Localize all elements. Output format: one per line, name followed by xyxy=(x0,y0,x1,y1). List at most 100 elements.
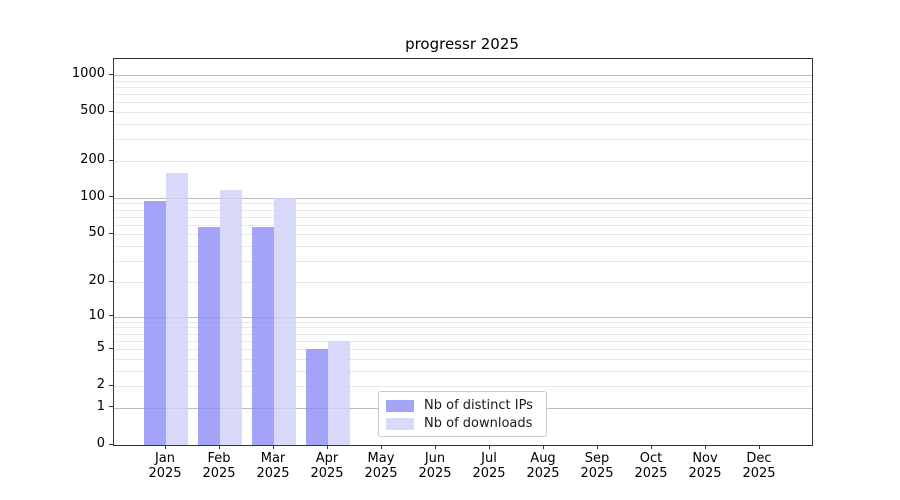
gridline-minor-900 xyxy=(114,80,812,82)
x-tick-label-dec: Dec 2025 xyxy=(727,451,791,481)
x-tick-label-oct: Oct 2025 xyxy=(619,451,683,481)
bar-distinct-ips-jan xyxy=(144,200,166,445)
y-tick-mark-100 xyxy=(109,196,113,198)
y-tick-label-10: 10 xyxy=(88,307,105,323)
x-tick-year: 2025 xyxy=(364,466,398,481)
gridline-major-10 xyxy=(114,316,812,318)
x-tick-mark-dec xyxy=(758,445,760,449)
x-tick-label-may: May 2025 xyxy=(349,451,413,481)
legend-item-distinct-ips: Nb of distinct IPs xyxy=(386,397,537,414)
gridline-minor-4 xyxy=(114,358,812,360)
x-tick-month: Mar xyxy=(260,451,286,466)
x-tick-month: Feb xyxy=(207,451,231,466)
x-tick-label-mar: Mar 2025 xyxy=(241,451,305,481)
legend-swatch-distinct-ips xyxy=(386,399,414,412)
x-tick-month: Sep xyxy=(584,451,610,466)
y-tick-label-200: 200 xyxy=(80,152,105,167)
x-tick-mark-oct xyxy=(650,445,652,449)
x-tick-year: 2025 xyxy=(526,466,560,481)
bar-downloads-mar xyxy=(274,197,296,445)
x-tick-year: 2025 xyxy=(310,466,344,481)
x-tick-label-feb: Feb 2025 xyxy=(187,451,251,481)
x-tick-month: Jul xyxy=(481,451,497,466)
legend-item-downloads: Nb of downloads xyxy=(386,415,537,432)
gridline-minor-2 xyxy=(114,386,812,388)
gridline-minor-50 xyxy=(114,234,812,236)
x-tick-label-sep: Sep 2025 xyxy=(565,451,629,481)
x-tick-mark-sep xyxy=(596,445,598,449)
y-tick-mark-1000 xyxy=(109,73,113,75)
y-tick-mark-5 xyxy=(109,347,113,349)
y-tick-label-100: 100 xyxy=(80,188,105,204)
gridline-minor-800 xyxy=(114,87,812,88)
gridline-minor-500 xyxy=(114,112,812,114)
x-tick-year: 2025 xyxy=(256,466,290,481)
x-tick-month: Nov xyxy=(692,451,718,466)
x-tick-label-jul: Jul 2025 xyxy=(457,451,521,481)
x-tick-month: Jun xyxy=(424,451,446,466)
plot-area xyxy=(113,58,813,446)
bar-downloads-jan xyxy=(166,172,188,445)
x-tick-mark-jan xyxy=(164,445,166,449)
x-tick-label-apr: Apr 2025 xyxy=(295,451,359,481)
gridline-minor-8 xyxy=(114,327,812,329)
x-tick-mark-may xyxy=(380,445,382,449)
x-tick-year: 2025 xyxy=(688,466,722,481)
y-tick-mark-200 xyxy=(109,159,113,161)
x-tick-label-nov: Nov 2025 xyxy=(673,451,737,481)
gridline-minor-700 xyxy=(114,94,812,96)
chart-title: progressr 2025 xyxy=(405,35,519,53)
x-tick-mark-jul xyxy=(488,445,490,449)
x-tick-year: 2025 xyxy=(202,466,236,481)
y-tick-label-1000: 1000 xyxy=(71,66,105,81)
x-tick-mark-apr xyxy=(326,445,328,449)
x-tick-year: 2025 xyxy=(418,466,452,481)
gridline-minor-90 xyxy=(114,203,812,205)
x-tick-mark-aug xyxy=(542,445,544,449)
x-tick-month: Jan xyxy=(154,451,176,466)
y-tick-label-500: 500 xyxy=(80,103,105,119)
y-tick-mark-10 xyxy=(109,315,113,317)
x-tick-label-jan: Jan 2025 xyxy=(133,451,197,481)
gridline-minor-70 xyxy=(114,216,812,218)
legend-label-downloads: Nb of downloads xyxy=(424,416,533,431)
x-tick-year: 2025 xyxy=(148,466,182,481)
y-tick-label-5: 5 xyxy=(96,340,105,355)
y-tick-mark-500 xyxy=(109,110,113,112)
x-tick-year: 2025 xyxy=(742,466,776,481)
gridline-major-100 xyxy=(114,197,812,199)
gridline-minor-600 xyxy=(114,102,812,104)
x-tick-month: Oct xyxy=(639,451,663,466)
bar-distinct-ips-feb xyxy=(198,226,220,445)
x-tick-mark-nov xyxy=(704,445,706,449)
gridline-minor-300 xyxy=(114,139,812,141)
gridline-minor-5 xyxy=(114,349,812,350)
x-tick-month: Apr xyxy=(315,451,339,466)
y-tick-label-20: 20 xyxy=(88,273,105,288)
y-tick-mark-2 xyxy=(109,384,113,386)
gridline-minor-400 xyxy=(114,124,812,125)
y-tick-mark-0 xyxy=(109,443,113,445)
bar-downloads-apr xyxy=(328,340,350,445)
gridline-major-1000 xyxy=(114,75,812,76)
x-tick-mark-feb xyxy=(218,445,220,449)
bar-distinct-ips-apr xyxy=(306,349,328,445)
x-tick-month: Dec xyxy=(746,451,772,466)
gridline-minor-20 xyxy=(114,282,812,283)
x-tick-year: 2025 xyxy=(580,466,614,481)
gridline-minor-6 xyxy=(114,340,812,342)
gridline-minor-7 xyxy=(114,333,812,335)
legend-label-distinct-ips: Nb of distinct IPs xyxy=(424,398,533,413)
bar-downloads-feb xyxy=(220,190,242,445)
x-tick-mark-mar xyxy=(272,445,274,449)
x-tick-mark-jun xyxy=(434,445,436,449)
gridline-minor-9 xyxy=(114,321,812,323)
legend-swatch-downloads xyxy=(386,417,414,430)
x-tick-label-jun: Jun 2025 xyxy=(403,451,467,481)
gridline-minor-40 xyxy=(114,246,812,248)
x-tick-label-aug: Aug 2025 xyxy=(511,451,575,481)
y-tick-mark-50 xyxy=(109,232,113,234)
gridline-minor-80 xyxy=(114,209,812,211)
y-tick-label-0: 0 xyxy=(96,436,105,451)
